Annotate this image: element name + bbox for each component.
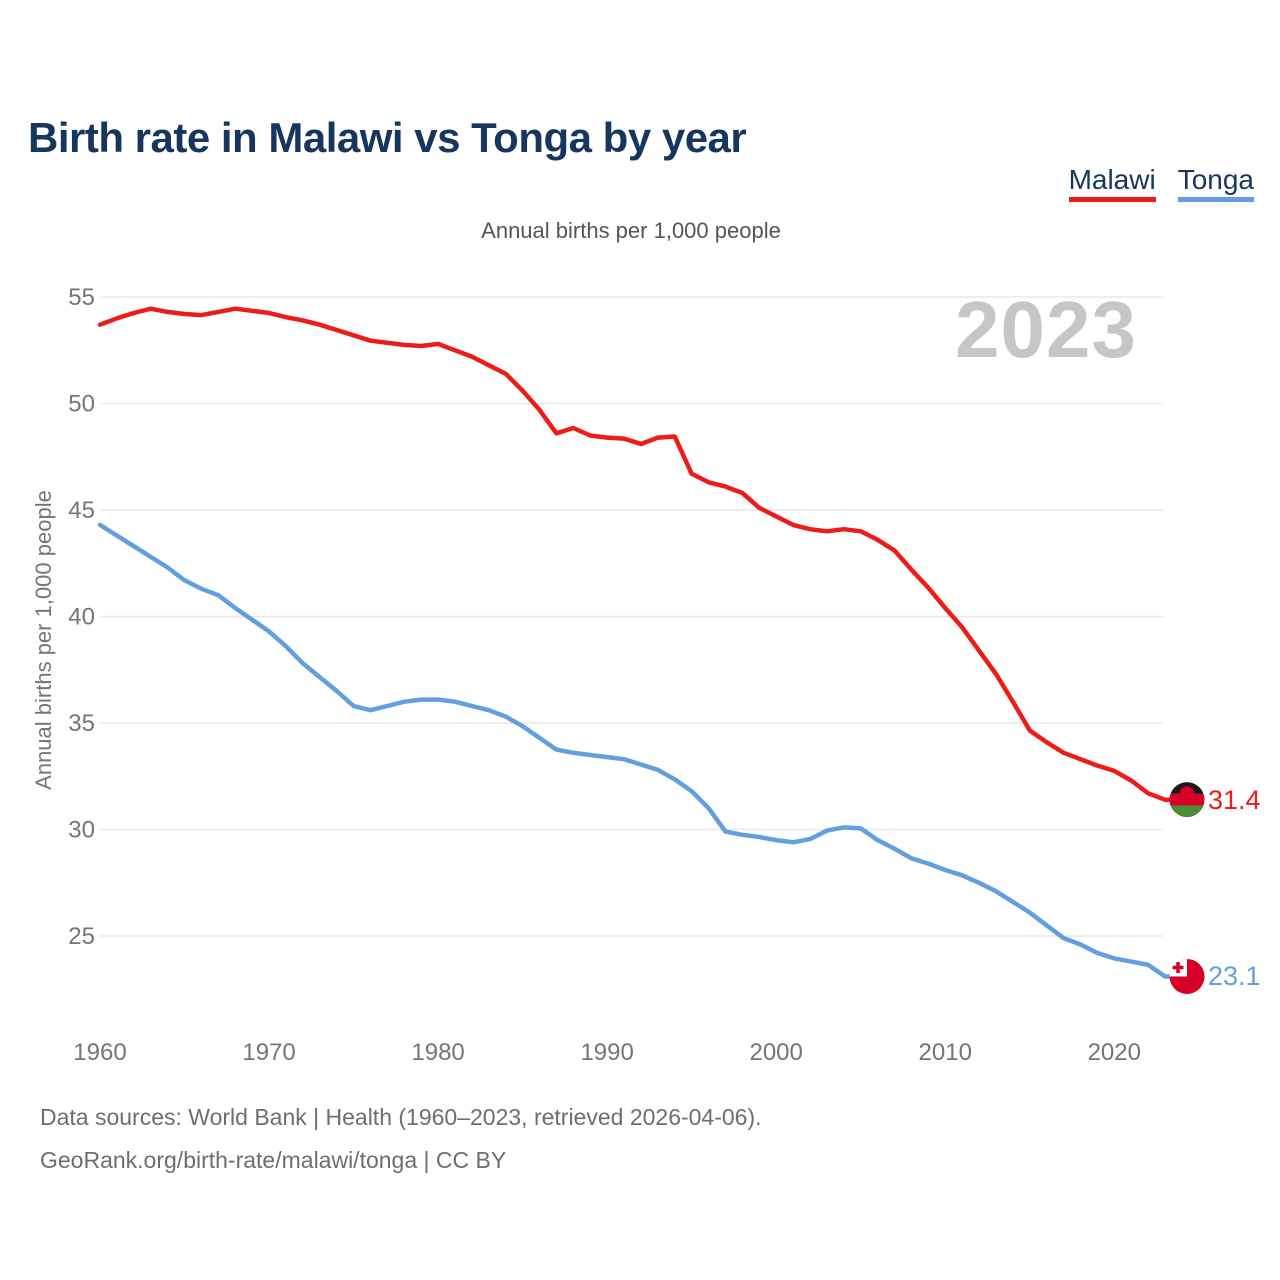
y-tick-label: 35 <box>68 710 95 737</box>
page-title: Birth rate in Malawi vs Tonga by year <box>28 114 747 162</box>
footer: Data sources: World Bank | Health (1960–… <box>40 1096 762 1182</box>
line-tonga <box>97 522 1177 979</box>
year-watermark: 2023 <box>955 285 1137 374</box>
footer-attribution: GeoRank.org/birth-rate/malawi/tonga | CC… <box>40 1147 507 1173</box>
legend: Malawi Tonga <box>1068 164 1254 202</box>
x-tick-label: 1960 <box>73 1039 126 1066</box>
y-tick-label: 45 <box>68 497 95 524</box>
x-tick-label: 2010 <box>919 1039 972 1066</box>
legend-label-tonga: Tonga <box>1177 164 1254 202</box>
tonga-flag-icon <box>1169 958 1205 994</box>
malawi-flag-icon <box>1169 782 1205 818</box>
end-value-malawi: 31.4 <box>1208 784 1261 815</box>
y-tick-label: 55 <box>68 284 95 311</box>
x-tick-label: 1990 <box>580 1039 633 1066</box>
y-tick-label: 40 <box>68 604 95 631</box>
chart-subtitle: Annual births per 1,000 people <box>481 218 781 243</box>
y-tick-label: 50 <box>68 391 95 418</box>
end-value-tonga: 23.1 <box>1208 961 1261 992</box>
line-malawi <box>97 306 1177 802</box>
x-tick-label: 1980 <box>411 1039 464 1066</box>
y-tick-label: 25 <box>68 923 95 950</box>
legend-label-malawi: Malawi <box>1068 164 1156 202</box>
legend-item-malawi[interactable]: Malawi <box>1068 164 1156 202</box>
x-tick-label: 1970 <box>242 1039 295 1066</box>
x-tick-label: 2000 <box>749 1039 802 1066</box>
y-tick-label: 30 <box>68 817 95 844</box>
x-tick-label: 2020 <box>1088 1039 1141 1066</box>
footer-sources: Data sources: World Bank | Health (1960–… <box>40 1104 762 1130</box>
legend-item-tonga[interactable]: Tonga <box>1177 164 1254 202</box>
